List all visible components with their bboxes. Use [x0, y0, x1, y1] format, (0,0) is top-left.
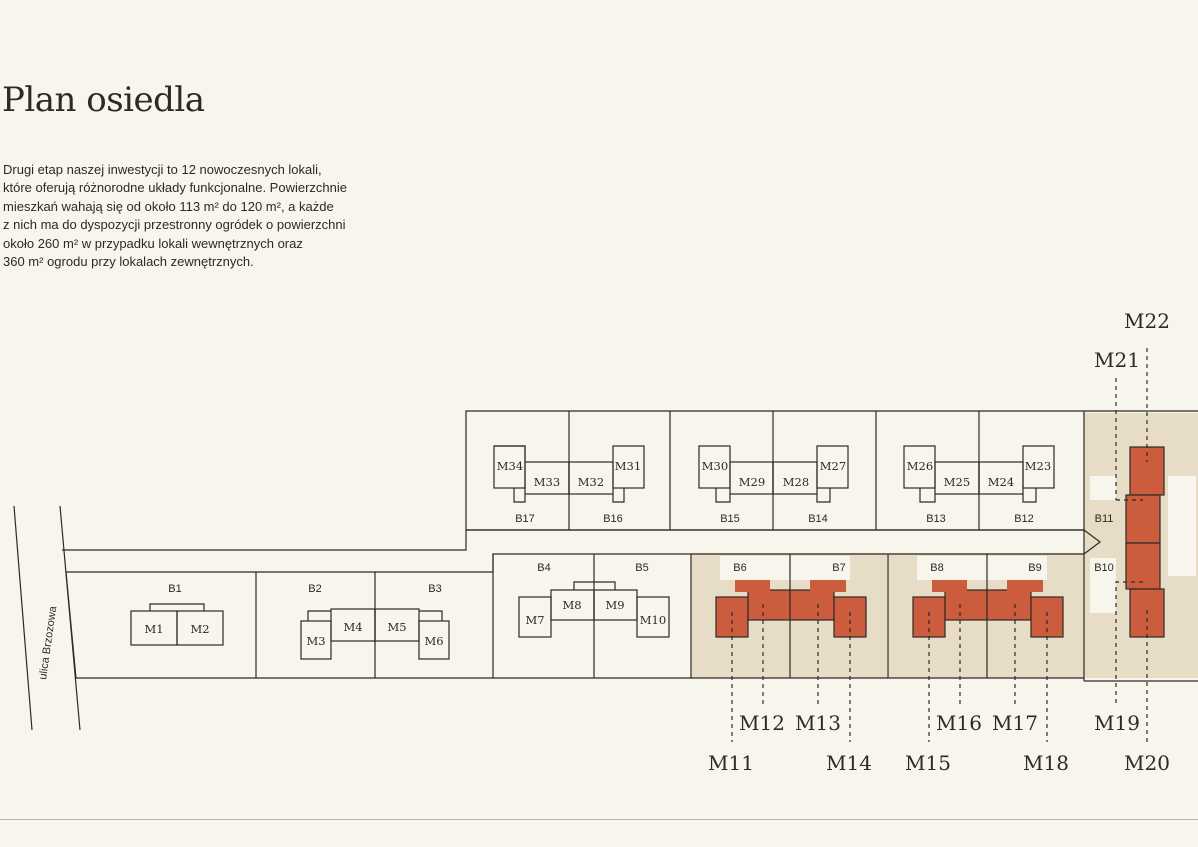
- plot-label-b7: B7: [832, 562, 845, 574]
- unit-label-m8: M8: [562, 598, 581, 612]
- plot-label-b4: B4: [537, 562, 550, 574]
- unit-label-m14[interactable]: M14: [826, 751, 872, 775]
- plot-label-b16: B16: [603, 513, 623, 525]
- unit-label-m4: M4: [343, 620, 362, 634]
- plot-label-b5: B5: [635, 562, 648, 574]
- unit-label-m13[interactable]: M13: [795, 711, 841, 735]
- plot-label-b2: B2: [308, 583, 321, 595]
- unit-label-m16[interactable]: M16: [936, 711, 982, 735]
- plot-label-b15: B15: [720, 513, 740, 525]
- unit-label-m7: M7: [525, 613, 544, 627]
- plot-label-b6: B6: [733, 562, 746, 574]
- unit-label-m29: M29: [739, 475, 765, 489]
- unit-label-m27: M27: [820, 459, 846, 473]
- unit-label-m21[interactable]: M21: [1094, 348, 1140, 372]
- unit-label-m1: M1: [144, 622, 163, 636]
- unit-label-m28: M28: [783, 475, 809, 489]
- unit-label-m33: M33: [534, 475, 560, 489]
- unit-label-m9: M9: [605, 598, 624, 612]
- unit-label-m31: M31: [615, 459, 641, 473]
- plot-label-b12: B12: [1014, 513, 1034, 525]
- unit-label-m15[interactable]: M15: [905, 751, 951, 775]
- unit-label-m32: M32: [578, 475, 604, 489]
- street-label: ulica Brzozowa: [37, 605, 59, 681]
- unit-label-m2: M2: [190, 622, 209, 636]
- plot-label-b11: B11: [1095, 513, 1114, 525]
- unit-label-m10: M10: [640, 613, 666, 627]
- unit-label-m24: M24: [988, 475, 1014, 489]
- unit-label-m22[interactable]: M22: [1124, 309, 1170, 333]
- bottom-divider: [0, 819, 1198, 820]
- unit-label-m11[interactable]: M11: [708, 751, 754, 775]
- unit-label-m18[interactable]: M18: [1023, 751, 1069, 775]
- plot-label-b14: B14: [808, 513, 828, 525]
- unit-label-m5: M5: [387, 620, 406, 634]
- unit-label-m6: M6: [424, 634, 443, 648]
- unit-label-m20[interactable]: M20: [1124, 751, 1170, 775]
- page-title: Plan osiedla: [2, 80, 205, 120]
- highlight-areas: [691, 413, 1198, 678]
- unit-label-m12[interactable]: M12: [739, 711, 785, 735]
- plot-label-b8: B8: [930, 562, 943, 574]
- plot-label-b13: B13: [926, 513, 946, 525]
- plot-label-b1: B1: [168, 583, 181, 595]
- unit-label-m26: M26: [907, 459, 933, 473]
- plot-label-b10: B10: [1094, 562, 1114, 574]
- unit-label-m34: M34: [497, 459, 523, 473]
- plot-label-b3: B3: [428, 583, 441, 595]
- unit-label-m19[interactable]: M19: [1094, 711, 1140, 735]
- page-description: Drugi etap naszej inwestycji to 12 nowoc…: [3, 162, 347, 270]
- unit-label-m3: M3: [306, 634, 325, 648]
- unit-label-m23: M23: [1025, 459, 1051, 473]
- plot-label-b17: B17: [515, 513, 535, 525]
- plot-label-b9: B9: [1028, 562, 1041, 574]
- unit-label-m30: M30: [702, 459, 728, 473]
- unit-label-m25: M25: [944, 475, 970, 489]
- unit-label-m17[interactable]: M17: [992, 711, 1038, 735]
